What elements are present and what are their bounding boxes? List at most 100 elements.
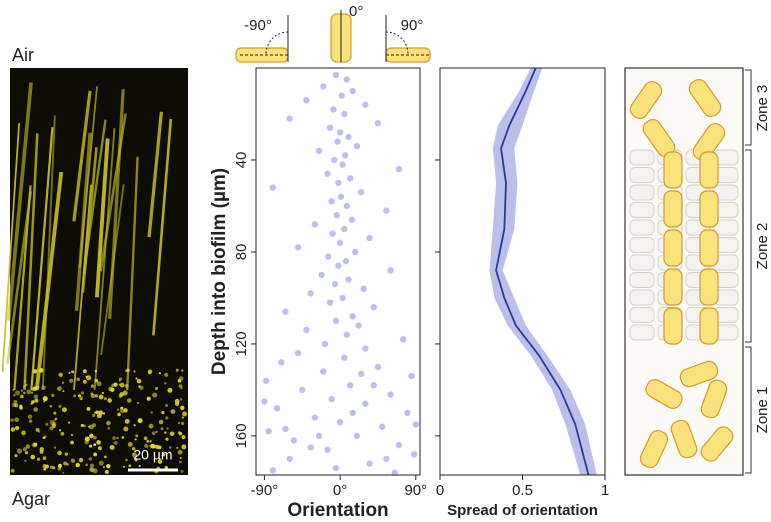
scatter-point	[341, 354, 348, 361]
speckle	[23, 391, 26, 395]
speckle	[58, 429, 62, 432]
speckle	[43, 435, 47, 439]
speckle	[104, 469, 109, 474]
speckle	[62, 390, 65, 393]
scatter-point	[343, 76, 351, 83]
streak	[6, 82, 33, 321]
speckle	[116, 436, 119, 440]
speckle	[57, 463, 62, 468]
speckle	[133, 370, 136, 373]
cell	[713, 219, 739, 236]
y-axis-label: Depth into biofilm (µm)	[209, 168, 230, 375]
scatter-point	[326, 299, 334, 306]
rod	[688, 78, 722, 118]
scatter-point	[349, 409, 356, 417]
speckle	[175, 368, 179, 372]
cell	[629, 184, 655, 201]
speckle	[75, 462, 80, 468]
speckle	[165, 404, 168, 407]
speckle	[150, 443, 156, 449]
speckle	[177, 379, 182, 383]
scatter-point	[341, 152, 349, 159]
speckle	[164, 431, 167, 434]
streak	[73, 184, 92, 391]
speckle	[25, 444, 31, 449]
speckle	[93, 435, 97, 440]
zone-brackets: Zone 3 Zone 2 Zone 1	[745, 69, 771, 474]
speckle	[86, 406, 91, 411]
speckle	[57, 450, 62, 456]
speckle	[178, 431, 183, 436]
speckle	[106, 463, 111, 469]
schematic	[624, 67, 744, 476]
scatter-point	[311, 221, 319, 228]
zone-label: Zone 3	[754, 85, 771, 132]
speckle	[181, 416, 184, 419]
speckle	[33, 369, 38, 374]
speckle	[30, 391, 34, 394]
scatter-point	[391, 469, 398, 476]
scatter-point	[321, 340, 329, 348]
speckle	[13, 394, 16, 397]
y-tick-label: 80	[233, 244, 250, 261]
speckle	[57, 467, 62, 471]
scatter-point	[342, 257, 350, 265]
speckle	[49, 465, 54, 469]
scatter-point	[303, 326, 310, 334]
scatter-point	[341, 110, 348, 118]
speckle	[96, 440, 101, 445]
speckle	[33, 394, 39, 399]
speckle	[38, 367, 44, 373]
rod	[699, 307, 719, 345]
speckle	[66, 463, 69, 466]
speckle	[62, 407, 67, 413]
speckle	[88, 425, 91, 428]
x-tick-label: -90°	[251, 482, 279, 499]
scatter-point	[328, 198, 335, 205]
speckle	[119, 408, 125, 414]
speckle	[94, 369, 98, 373]
cell	[629, 202, 655, 218]
speckle	[180, 405, 185, 410]
speckle	[73, 394, 77, 398]
speckle	[157, 459, 163, 464]
scatter-point	[412, 421, 419, 428]
speckle	[127, 441, 133, 447]
speckle	[181, 435, 186, 440]
scatter-point	[366, 234, 373, 242]
scatter-point	[332, 464, 340, 472]
speckle	[90, 392, 94, 396]
speckle	[161, 411, 165, 415]
speckle	[181, 444, 187, 450]
x-tick-label: 1	[601, 482, 609, 499]
orientation-icons: -90° 0° 90°	[235, 3, 431, 63]
speckle	[134, 458, 138, 462]
icon-label: -90°	[244, 17, 272, 34]
speckle	[121, 436, 125, 439]
speckle	[169, 431, 175, 437]
rod	[663, 151, 683, 189]
speckle	[24, 383, 28, 387]
scatter-point	[348, 216, 356, 223]
scatter-point	[294, 244, 302, 251]
scatter-point	[362, 101, 369, 108]
speckle	[151, 431, 156, 436]
speckle	[79, 395, 84, 400]
scatter-point	[346, 382, 354, 389]
speckle	[16, 448, 23, 454]
speckle	[176, 446, 179, 450]
scatter-point	[269, 467, 277, 474]
speckle	[137, 418, 143, 424]
speckle	[14, 454, 18, 458]
speckle	[135, 377, 138, 380]
scatter-point	[332, 71, 340, 79]
scatter-point	[341, 225, 348, 233]
scatter-point	[408, 372, 415, 380]
scatter-point	[329, 230, 336, 237]
speckle	[20, 389, 24, 392]
cell	[629, 167, 655, 183]
speckle	[22, 447, 27, 452]
speckle	[88, 457, 92, 461]
scatter-point	[349, 87, 356, 95]
speckle	[152, 392, 158, 398]
